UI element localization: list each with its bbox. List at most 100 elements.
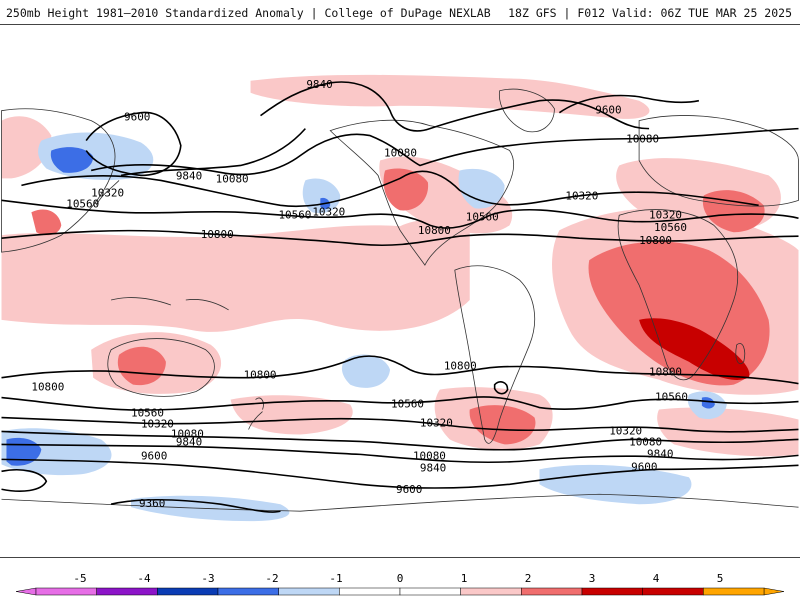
- colorbar-max-arrow: [763, 587, 785, 596]
- colorbar-swatch: [157, 587, 219, 596]
- contour-10320-north: [21, 170, 759, 208]
- contour-9600-arctic: [558, 94, 700, 114]
- map-title: 250mb Height 1981–2010 Standardized Anom…: [6, 6, 491, 20]
- coastline-antarctica: [1, 493, 799, 512]
- anomaly-south-pacific-neg: [341, 354, 391, 388]
- colorbar-swatch: [460, 587, 522, 596]
- contour-antarctic-closed: [1, 469, 48, 492]
- contour-label: 10800: [201, 228, 234, 241]
- colorbar-swatch: [339, 587, 401, 596]
- coastline-greenland: [499, 88, 555, 133]
- contour-label: 10080: [171, 427, 204, 440]
- contour-9840-south: [1, 443, 799, 464]
- contour-label: 10560: [66, 197, 99, 210]
- anomaly-southern-ocean-neg: [539, 464, 692, 505]
- anomaly-patagonia: [469, 405, 536, 445]
- contour-label: 10080: [413, 449, 446, 462]
- contour-9600-asia: [85, 111, 182, 177]
- colorbar-tick-label: -4: [137, 572, 151, 585]
- colorbar-swatch: [217, 587, 279, 596]
- contour-south-pacific-closed: [493, 381, 509, 395]
- contour-label: 9600: [631, 460, 657, 473]
- anomaly-asia-strong: [31, 209, 62, 236]
- contour-label: 10080: [629, 435, 662, 448]
- colorbar-tick-label: 1: [461, 572, 468, 585]
- colorbar-swatch: [96, 587, 158, 596]
- contour-10080-north: [90, 127, 799, 176]
- contour-9360-south: [110, 498, 281, 513]
- colorbar-tick-label: -3: [201, 572, 214, 585]
- anomaly-south-indian-core: [701, 397, 715, 409]
- height-contours: [1, 81, 799, 513]
- anomaly-shading: [1, 74, 799, 522]
- colorbar-swatch: [521, 587, 583, 596]
- contour-label: 9840: [306, 78, 332, 91]
- contour-9600-south: [1, 458, 799, 489]
- coastline-indonesia: [110, 297, 229, 311]
- contour-label: 10320: [91, 186, 124, 199]
- contour-label: 10800: [244, 369, 277, 382]
- contour-label: 9600: [595, 104, 621, 117]
- contour-label: 10800: [418, 224, 451, 237]
- contour-label: 10560: [654, 221, 687, 234]
- colorbar-swatch: [703, 587, 765, 596]
- colorbar-tick-label: 5: [717, 572, 724, 585]
- contour-9840-arctic: [260, 81, 650, 132]
- contour-10560-north: [1, 199, 799, 229]
- colorbar-swatch: [642, 587, 704, 596]
- contour-10080-south: [1, 430, 799, 451]
- anomaly-europe-strong: [702, 190, 765, 233]
- contour-label: 9360: [139, 497, 165, 510]
- anomaly-australia-strong: [117, 346, 166, 386]
- contour-label: 10800: [444, 360, 477, 373]
- contour-label: 9600: [124, 111, 150, 124]
- colorbar-tick-label: -2: [265, 572, 278, 585]
- contour-label: 10080: [384, 147, 417, 160]
- colorbar-swatch: [35, 587, 97, 596]
- colorbar-swatch: [399, 587, 461, 596]
- colorbar-min-arrow: [15, 587, 37, 596]
- anomaly-southern-africa-max: [639, 318, 750, 380]
- map-header: 250mb Height 1981–2010 Standardized Anom…: [0, 0, 800, 24]
- coastline-japan: [95, 180, 120, 206]
- colorbar-tick-label: 0: [397, 572, 404, 585]
- contour-label: 10560: [466, 210, 499, 223]
- contour-label: 10080: [216, 172, 249, 185]
- contour-label: 9840: [176, 169, 202, 182]
- contour-label: 9840: [176, 435, 202, 448]
- anomaly-gulf-alaska-neg: [302, 178, 341, 214]
- anomaly-tropics-pacific: [1, 219, 470, 332]
- colorbar-tick-label: 2: [525, 572, 532, 585]
- contour-label: 10320: [420, 416, 453, 429]
- contour-10560-south: [1, 396, 799, 411]
- coastline-australia: [107, 338, 215, 397]
- contour-label: 10320: [312, 205, 345, 218]
- anomaly-nw-pacific: [1, 116, 52, 179]
- contour-label: 10560: [655, 391, 688, 404]
- colorbar-ticks-labels: -5 -4 -3 -2 -1 0 1 2 3 4 5: [73, 572, 723, 585]
- coastline-north-america: [329, 119, 515, 266]
- contour-label: 10800: [649, 366, 682, 379]
- colorbar-tick-label: -1: [329, 572, 342, 585]
- contour-label: 10320: [609, 424, 642, 437]
- anomaly-arctic-band: [250, 74, 650, 119]
- contour-label: 9840: [647, 447, 673, 460]
- contour-label: 10800: [639, 234, 672, 247]
- contour-label: 9840: [420, 461, 446, 474]
- colorbar: -5 -4 -3 -2 -1 0 1 2 3 4 5: [15, 572, 785, 596]
- contour-label: 10320: [565, 189, 598, 202]
- contour-label: 9600: [396, 483, 422, 496]
- contour-label: 9600: [141, 449, 167, 462]
- colorbar-tick-label: 4: [653, 572, 660, 585]
- anomaly-map[interactable]: 9840 9600 9600 9840 10320 10560 10080 10…: [0, 24, 800, 558]
- coastline-madagascar: [735, 343, 746, 365]
- contour-label: 10080: [626, 133, 659, 146]
- coastline-africa: [617, 209, 738, 381]
- contour-label: 10320: [141, 417, 174, 430]
- colorbar-swatch: [278, 587, 340, 596]
- anomaly-west-us: [383, 168, 429, 211]
- anomaly-south-pacific: [230, 395, 353, 435]
- contour-9840-north: [120, 128, 306, 177]
- contour-labels: 9840 9600 9600 9840 10320 10560 10080 10…: [31, 78, 688, 510]
- coastline-south-america: [454, 265, 536, 444]
